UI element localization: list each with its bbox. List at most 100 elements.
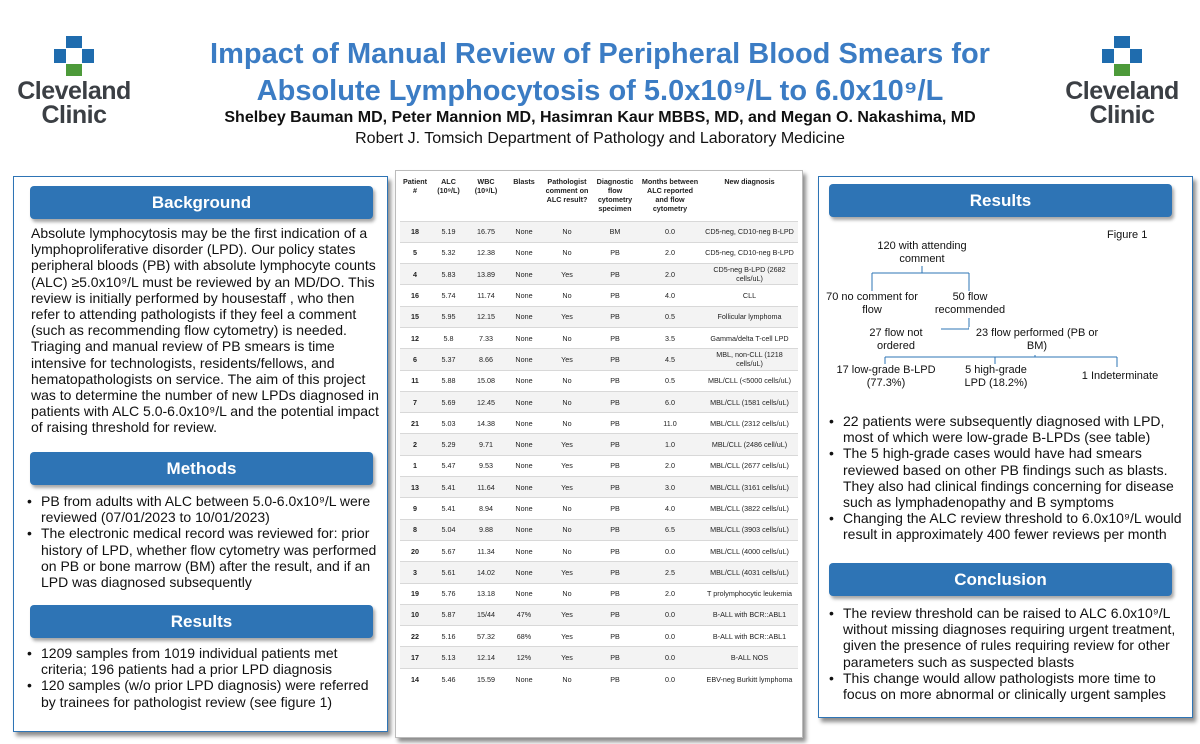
table-cell: PB [591,667,639,690]
table-cell: None [505,348,543,371]
table-cell: 11.74 [467,284,505,307]
logo-wordmark: Cleveland Clinic [1065,77,1179,129]
table-cell: 5.8 [430,326,467,349]
flow-node-not-ordered: 27 flow not ordered [851,327,941,353]
right-column-panel: Results Figure 1 120 with attending comm… [818,176,1193,718]
table-cell: 12.15 [467,305,505,328]
table-cell: None [505,220,543,243]
table-row: 1 5.47 9.53 None Yes PB 2.0 MBL/CLL (2677 cells… [400,454,798,477]
table-cell: 2.0 [639,454,701,477]
table-cell: 13 [400,476,430,498]
table-cell: 18 [400,220,430,243]
table-cell: PB [591,348,639,371]
table-cell: 15 [400,305,430,328]
poster-department: Robert J. Tomsich Department of Patholog… [355,130,845,147]
table-cell: 7.33 [467,326,505,349]
table-cell: 2 [400,433,430,456]
table-row: 16 5.74 11.74 None No PB 4.0 CLL [400,284,798,307]
table-body: 18 5.19 16.75 None No BM 0.0 CD5-neg, CD10-neg … [400,220,798,690]
table-cell: PB [591,476,639,498]
table-cell: 0.0 [639,220,701,243]
table-cell: 2.5 [639,561,701,584]
table-cell: 19 [400,582,430,605]
table-cell: MBL/CLL (2677 cells/uL) [701,454,798,477]
table-cell: 6 [400,348,430,371]
results-list-right: 22 patients were subsequently diagnosed … [829,413,1184,543]
flow-node-no-comment: 70 no comment for flow [819,291,925,317]
table-cell: 5.88 [430,369,467,392]
table-cell: 5.37 [430,348,467,371]
results-item: 120 samples (w/o prior LPD diagnosis) we… [27,677,383,709]
table-cell: 1 [400,454,430,477]
table-cell: 5.19 [430,220,467,243]
table-cell: B-ALL NOS [701,646,798,669]
table-cell: 1.0 [639,433,701,456]
table-column-header: Months between ALC reported and flow cyt… [641,177,699,213]
table-cell: Yes [543,603,591,626]
table-cell: No [543,412,591,434]
table-column-header: Pathologist comment on ALC result? [545,177,589,204]
table-cell: Yes [543,625,591,647]
table-column-header: Diagnostic flow cytometry specimen [596,177,634,213]
table-cell: PB [591,433,639,456]
table-cell: None [505,539,543,562]
conclusion-item: This change would allow pathologists mor… [829,670,1184,702]
table-cell: 0.5 [639,369,701,392]
table-cell: Yes [543,476,591,498]
table-cell: 11.0 [639,412,701,434]
table-cell: CD5-neg, CD10-neg B-LPD [701,241,798,264]
table-cell: 4.5 [639,348,701,371]
table-cell: 0.0 [639,667,701,690]
table-cell: Follicular lymphoma [701,305,798,328]
table-cell: 16.75 [467,220,505,243]
table-cell: PB [591,625,639,647]
table-cell: MBL/CLL (4000 cells/uL) [701,539,798,562]
table-cell: PB [591,326,639,349]
table-cell: MBL/CLL (2312 cells/uL) [701,412,798,434]
table-column-header: New diagnosis [724,177,775,186]
table-cell: 11 [400,369,430,392]
table-cell: Gamma/delta T-cell LPD [701,326,798,349]
table-cell: None [505,390,543,413]
table-cell: 8.66 [467,348,505,371]
table-cell: 8.94 [467,497,505,520]
table-row: 8 5.04 9.88 None No PB 6.5 MBL/CLL (3903 cells/… [400,518,798,541]
table-cell: PB [591,646,639,669]
table-cell: 13.18 [467,582,505,605]
table-cell: 11.64 [467,476,505,498]
table-row: 14 5.46 15.59 None No PB 0.0 EBV-neg Burkitt ly… [400,667,798,690]
flow-node-indeterminate: 1 Indeterminate [1075,370,1165,383]
cleveland-clinic-emblem-icon [1102,36,1142,76]
table-cell: None [505,476,543,498]
table-cell: 0.0 [639,603,701,626]
table-cell: 15/44 [467,603,505,626]
table-cell: 5 [400,241,430,264]
table-cell: No [543,369,591,392]
table-cell: No [543,326,591,349]
table-row: 19 5.76 13.18 None No PB 2.0 T prolymphocytic l… [400,582,798,605]
methods-item: The electronic medical record was review… [27,525,383,590]
table-cell: No [543,539,591,562]
table-cell: 9.71 [467,433,505,456]
table-cell: MBL/CLL (4031 cells/uL) [701,561,798,584]
results-item: 22 patients were subsequently diagnosed … [829,413,1184,445]
table-cell: Yes [543,348,591,371]
table-cell: 5.29 [430,433,467,456]
table-cell: None [505,412,543,434]
table-cell: CD5-neg B-LPD (2682 cells/uL) [701,263,798,285]
table-cell: PB [591,305,639,328]
flow-node-flow-recommended: 50 flow recommended [929,291,1011,317]
table-cell: MBL/CLL (1581 cells/uL) [701,390,798,413]
results-item: The 5 high-grade cases would have had sm… [829,445,1184,510]
table-cell: None [505,241,543,264]
table-cell: 3 [400,561,430,584]
table-cell: Yes [543,454,591,477]
table-cell: CD5-neg, CD10-neg B-LPD [701,220,798,243]
table-row: 3 5.61 14.02 None Yes PB 2.5 MBL/CLL (4031 cell… [400,561,798,584]
table-cell: 0.5 [639,305,701,328]
table-cell: T prolymphocytic leukemia [701,582,798,605]
table-cell: None [505,561,543,584]
table-cell: None [505,305,543,328]
table-cell: B-ALL with BCR::ABL1 [701,625,798,647]
table-cell: 10 [400,603,430,626]
